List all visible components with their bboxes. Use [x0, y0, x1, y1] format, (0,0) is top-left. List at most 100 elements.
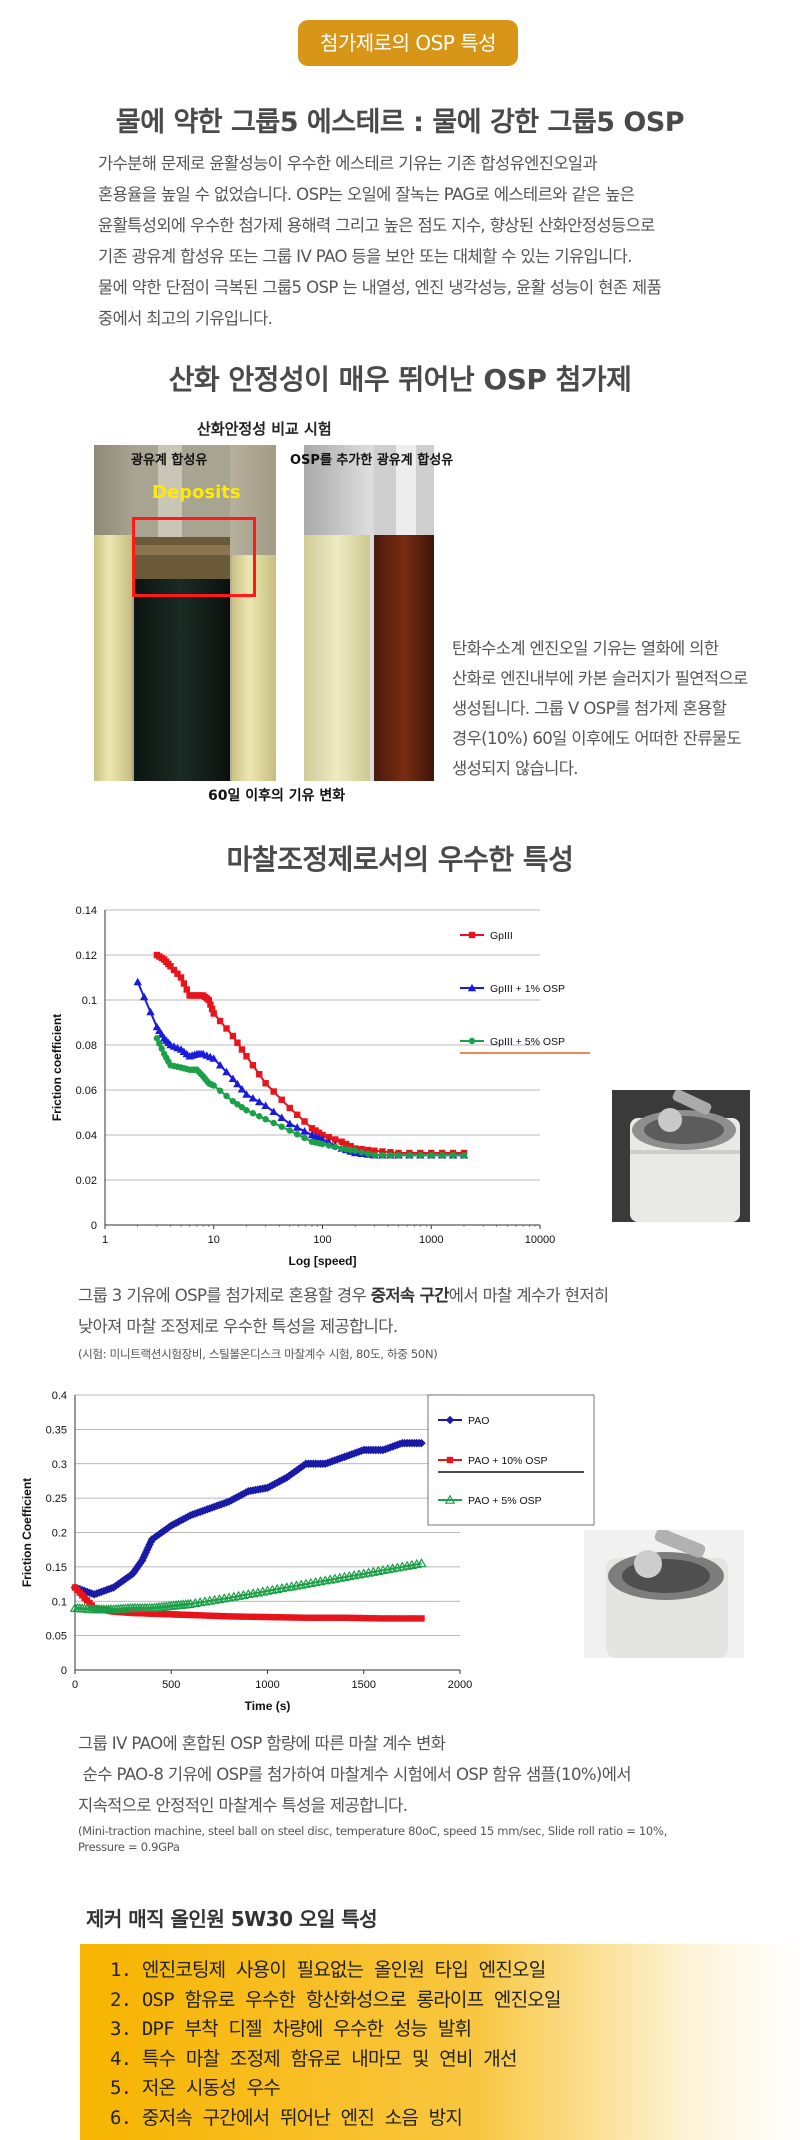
section1-line: 물에 약한 단점이 극복된 그룹5 OSP 는 내열성, 엔진 냉각성능, 윤활…	[98, 278, 662, 297]
data-point	[158, 1045, 165, 1052]
chart2-desc-line: 그룹 IV PAO에 혼합된 OSP 함량에 따른 마찰 계수 변화	[78, 1734, 446, 1753]
data-point	[174, 970, 181, 977]
data-point	[238, 1104, 246, 1111]
data-point	[286, 1104, 293, 1112]
data-point	[259, 1613, 266, 1621]
section2-title: 산화 안정성이 매우 뛰어난 OSP 첨가제	[168, 363, 632, 396]
y-tick-label: 0.04	[76, 1130, 97, 1142]
feature-list-box: 1. 엔진코팅제 사용이 필요없는 올인원 타입 엔진오일 2. OSP 함유로…	[80, 1944, 800, 2140]
data-point	[223, 1092, 230, 1100]
data-point	[139, 992, 149, 1001]
x-axis-label: Time (s)	[245, 1699, 291, 1713]
data-point	[209, 1054, 218, 1062]
y-tick-label: 0.05	[46, 1631, 67, 1643]
data-point	[210, 1082, 217, 1089]
data-point	[379, 1152, 386, 1159]
y-tick-label: 0.2	[52, 1528, 67, 1540]
data-point	[365, 1614, 372, 1622]
test-machine-photo-1	[612, 1090, 750, 1222]
data-point	[342, 1140, 350, 1148]
data-point	[235, 1613, 242, 1620]
data-point	[216, 1017, 224, 1025]
section1-paragraph: 가수분해 문제로 윤활성능이 우수한 에스테르 기유는 기존 합성유엔진오일과 …	[98, 148, 662, 334]
y-tick-label: 0.12	[76, 950, 97, 962]
y-axis-label: Friction coefficient	[50, 1014, 64, 1121]
data-point	[322, 1614, 329, 1621]
data-point	[243, 1107, 250, 1114]
data-point	[395, 1152, 402, 1159]
oxidation-side-line: 생성됩니다. 그룹 V OSP를 첨가제 혼용할	[452, 699, 727, 718]
data-point	[216, 1087, 224, 1094]
legend-label: PAO	[468, 1415, 489, 1427]
data-point	[156, 1040, 163, 1047]
test-machine-image	[612, 1090, 750, 1222]
data-point	[428, 1152, 435, 1159]
section1-line: 기존 광유계 합성유 또는 그룹 IV PAO 등을 보안 또는 대체할 수 있…	[98, 247, 632, 266]
x-tick-label: 10	[208, 1234, 220, 1246]
data-point	[133, 977, 142, 986]
section1-line: 중에서 최고의 기유입니다.	[98, 309, 273, 328]
data-point	[417, 1152, 424, 1159]
data-point	[371, 1152, 378, 1159]
data-point	[338, 1138, 345, 1145]
chart1-desc-line: 낮아져 마찰 조정제로 우수한 특성을 제공합니다.	[78, 1317, 398, 1336]
data-point	[374, 1615, 382, 1622]
data-point	[196, 1612, 204, 1619]
data-point	[278, 1614, 286, 1621]
data-point	[207, 1001, 214, 1008]
chart2-desc-line: 지속적으로 안정적인 마찰계수 특성을 제공합니다.	[78, 1796, 408, 1815]
data-point	[285, 1119, 294, 1127]
x-tick-label: 2000	[448, 1679, 472, 1691]
data-point	[297, 1614, 305, 1621]
feature-item: 3. DPF 부착 디젤 차량에 우수한 성능 발휘	[110, 2018, 472, 2040]
oxidation-side-line: 경우(10%) 60일 이후에도 어떠한 잔류물도	[452, 729, 742, 748]
data-point	[233, 1079, 242, 1088]
chart2-desc-line: 순수 PAO-8 기유에 OSP를 첨가하여 마찰계수 시험에서 OSP 함유 …	[78, 1765, 632, 1784]
series-line-1	[74, 1442, 422, 1596]
mineral-oil-photo	[94, 445, 276, 781]
legend-marker	[444, 1494, 456, 1504]
legend-label: GpIII + 1% OSP	[490, 983, 565, 995]
friction-speed-chart-svg: 0 0.02 0.04 0.06 0.08 0.1 0.12 0.14 1 10 100 1000 10…	[50, 905, 590, 1268]
data-point	[261, 1101, 270, 1109]
data-point	[325, 1142, 333, 1149]
data-point	[270, 1119, 277, 1127]
data-point	[355, 1614, 363, 1622]
y-tick-label: 0.25	[46, 1493, 67, 1505]
data-point	[286, 1127, 293, 1134]
data-point	[418, 1615, 425, 1622]
deposits-label: Deposits	[152, 482, 241, 503]
data-point	[308, 1125, 316, 1132]
data-point	[177, 974, 185, 981]
data-point	[248, 1094, 258, 1102]
y-tick-label: 0.3	[52, 1459, 67, 1471]
data-point	[249, 1613, 257, 1621]
data-point	[222, 1067, 231, 1076]
chart2-note-line: Pressure = 0.9GPa	[78, 1840, 180, 1854]
mineral-oil-label: 광유계 합성유	[131, 453, 208, 468]
data-point	[406, 1152, 413, 1159]
data-point	[220, 1613, 228, 1620]
data-point	[249, 1062, 257, 1069]
data-point	[288, 1614, 295, 1621]
data-point	[416, 1558, 427, 1568]
data-point	[262, 1080, 269, 1087]
friction-speed-chart: 0 0.02 0.04 0.06 0.08 0.1 0.12 0.14 1 10 100 1000 10…	[30, 895, 600, 1280]
data-point	[292, 1123, 302, 1131]
data-point	[256, 1113, 263, 1120]
oxidation-side-line: 산화로 엔진내부에 카본 슬러지가 필연적으로	[452, 669, 748, 688]
photo-bottom-caption: 60일 이후의 기유 변화	[208, 788, 346, 804]
data-point	[293, 1614, 300, 1621]
feature-item: 6. 중저속 구간에서 뛰어난 엔진 소음 방지	[110, 2106, 463, 2129]
data-point	[350, 1614, 358, 1622]
data-point	[312, 1127, 319, 1134]
chart1-desc-part: 그룹 3 기유에 OSP를 첨가제로 혼용할 경우	[78, 1286, 371, 1305]
data-point	[254, 1613, 262, 1621]
y-tick-label: 0.15	[46, 1562, 67, 1574]
y-tick-label: 0.02	[76, 1175, 97, 1187]
data-point	[273, 1614, 281, 1621]
oxidation-side-line: 생성되지 않습니다.	[452, 759, 579, 778]
chart1-desc-part: 에서 마찰 계수가 현저히	[448, 1286, 609, 1305]
data-point	[301, 1118, 308, 1125]
data-point	[358, 1149, 365, 1156]
